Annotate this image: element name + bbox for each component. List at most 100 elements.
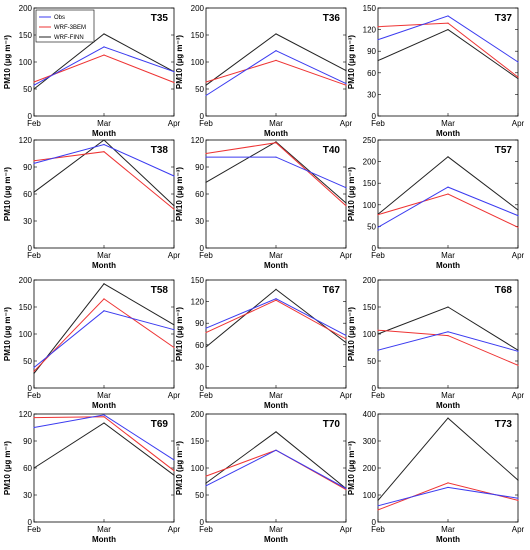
y-axis-label: PM10 (µg m⁻³)	[347, 307, 356, 362]
x-axis-label: Month	[92, 261, 116, 270]
x-tick-label: Apr	[168, 251, 181, 260]
y-tick-label: 0	[372, 112, 377, 121]
panel-t57: 0 50 100 150 200 250 Feb Mar Apr Month PM10 (µg m⁻…	[347, 136, 525, 270]
y-tick-label: 150	[19, 303, 33, 312]
data-point-wrf-finn	[33, 191, 35, 193]
data-point-obs	[517, 215, 519, 217]
data-point-wrf-finn	[275, 431, 277, 433]
data-point-wrf-finn	[33, 372, 35, 375]
x-axis-label: Month	[264, 261, 288, 270]
data-point-wrf-3bem	[103, 416, 105, 418]
plot-area	[33, 413, 175, 523]
data-point-wrf-3bem	[103, 151, 105, 153]
panel-t35: 0 50 100 150 200 Feb Mar Apr Month PM10 (µg m⁻³) T…	[3, 4, 181, 138]
data-point-wrf-3bem	[173, 346, 175, 349]
panel-t69: 0 30 60 90 120 Feb Mar Apr Month PM10 (µg m⁻³) T69	[3, 410, 181, 544]
y-tick-label: 0	[200, 384, 205, 393]
legend-label: WRF-FINN	[54, 35, 84, 41]
y-tick-label: 60	[195, 341, 204, 350]
y-tick-label: 0	[28, 112, 33, 121]
x-tick-label: Feb	[27, 525, 41, 534]
data-point-obs	[173, 329, 175, 331]
plot-area	[205, 7, 347, 117]
y-tick-label: 90	[23, 437, 32, 446]
data-point-wrf-finn	[205, 346, 207, 348]
data-point-wrf-3bem	[173, 470, 175, 472]
x-tick-label: Feb	[199, 391, 213, 400]
legend-label: Obs	[54, 15, 65, 21]
x-axis-label: Month	[264, 129, 288, 138]
y-tick-label: 60	[23, 190, 32, 199]
y-tick-label: 100	[19, 330, 33, 339]
data-point-wrf-finn	[275, 288, 277, 290]
data-point-obs	[447, 331, 449, 333]
plot-area	[377, 413, 519, 523]
legend-label: WRF-3BEM	[54, 25, 86, 31]
x-tick-label: Apr	[340, 525, 353, 534]
data-point-wrf-3bem	[377, 26, 379, 28]
x-tick-label: Mar	[441, 251, 455, 260]
panel-t67: 0 30 60 90 120 150 Feb Mar Apr Month PM10 (µg m⁻³)…	[175, 276, 353, 410]
x-axis-label: Month	[264, 401, 288, 410]
y-tick-label: 300	[363, 437, 377, 446]
y-axis-label: PM10 (µg m⁻³)	[3, 307, 12, 362]
plot-area	[377, 7, 519, 117]
y-axis-label: PM10 (µg m⁻³)	[347, 441, 356, 496]
data-point-wrf-finn	[377, 59, 379, 62]
data-point-obs	[345, 187, 347, 189]
y-axis-label: PM10 (µg m⁻³)	[3, 167, 12, 222]
x-axis-label: Month	[436, 401, 460, 410]
panel-t73: 0 100 200 300 400 Feb Mar Apr Month PM10 (µg m⁻³)…	[347, 410, 525, 544]
y-tick-label: 0	[200, 244, 205, 253]
data-point-obs	[377, 226, 379, 228]
data-point-wrf-finn	[205, 482, 207, 484]
y-tick-label: 50	[367, 222, 376, 231]
y-tick-label: 100	[19, 58, 33, 67]
data-point-wrf-3bem	[345, 489, 347, 491]
data-point-obs	[33, 366, 35, 369]
y-tick-label: 30	[23, 217, 32, 226]
y-tick-label: 120	[19, 410, 33, 419]
y-tick-label: 0	[28, 384, 33, 393]
data-point-obs	[275, 50, 277, 52]
plot-area	[377, 279, 519, 389]
y-axis-label: PM10 (µg m⁻³)	[347, 35, 356, 90]
y-axis-label: PM10 (µg m⁻³)	[3, 441, 12, 496]
y-tick-label: 0	[28, 518, 33, 527]
y-axis-label: PM10 (µg m⁻³)	[347, 167, 356, 222]
y-tick-label: 120	[363, 26, 377, 35]
y-tick-label: 150	[363, 303, 377, 312]
data-point-wrf-3bem	[33, 81, 35, 83]
y-tick-label: 200	[19, 4, 33, 13]
y-tick-label: 30	[23, 491, 32, 500]
x-tick-label: Mar	[441, 391, 455, 400]
data-point-obs	[377, 505, 379, 507]
y-tick-label: 90	[367, 47, 376, 56]
data-point-wrf-finn	[33, 88, 35, 90]
y-axis-label: PM10 (µg m⁻³)	[175, 35, 184, 90]
data-point-obs	[517, 350, 519, 352]
y-tick-label: 200	[363, 464, 377, 473]
data-point-wrf-finn	[103, 283, 105, 285]
y-tick-label: 120	[19, 136, 33, 145]
data-point-wrf-finn	[33, 467, 35, 469]
data-point-wrf-3bem	[517, 76, 519, 78]
x-tick-label: Apr	[340, 119, 353, 128]
panel-title: T58	[151, 285, 169, 296]
data-point-obs	[103, 46, 105, 48]
plot-area	[205, 279, 347, 389]
data-point-wrf-3bem	[447, 335, 449, 337]
y-tick-label: 200	[19, 276, 33, 285]
y-tick-label: 100	[363, 330, 377, 339]
data-point-wrf-3bem	[33, 417, 35, 419]
y-tick-label: 200	[363, 158, 377, 167]
y-tick-label: 50	[23, 357, 32, 366]
data-point-obs	[33, 162, 35, 164]
x-tick-label: Feb	[371, 119, 385, 128]
data-point-obs	[517, 61, 519, 63]
data-point-wrf-3bem	[173, 81, 175, 84]
y-axis-label: PM10 (µg m⁻³)	[175, 441, 184, 496]
y-tick-label: 90	[195, 319, 204, 328]
x-axis-label: Month	[436, 535, 460, 544]
data-point-wrf-finn	[345, 70, 347, 72]
